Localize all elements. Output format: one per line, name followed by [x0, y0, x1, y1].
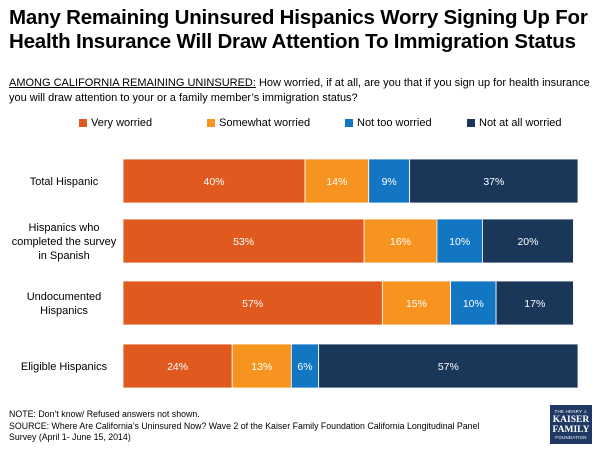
- kff-logo: THE HENRY J. KAISER FAMILY FOUNDATION: [550, 405, 592, 444]
- bar-hispanics-who-completed-the-survey-in-spanish-not-at-all-worried: [482, 218, 574, 264]
- data-label-total-hispanic-not-at-all-worried: 37%: [483, 176, 504, 188]
- category-label-undocumented-hispanics: Undocumented Hispanics: [27, 291, 102, 317]
- chart-title: Many Remaining Uninsured Hispanics Worry…: [9, 6, 588, 53]
- chart-legend: Very worried Somewhat worried Not too wo…: [0, 117, 600, 131]
- data-label-hispanics-who-completed-the-survey-in-spanish-not-too-worried: 10%: [449, 236, 470, 248]
- logo-line-2: KAISER: [552, 414, 590, 425]
- data-label-total-hispanic-not-too-worried: 9%: [382, 176, 397, 188]
- legend-swatch-very-worried: [79, 119, 87, 127]
- data-label-hispanics-who-completed-the-survey-in-spanish-not-at-all-worried: 20%: [517, 236, 538, 248]
- bar-undocumented-hispanics-very-worried: [122, 280, 383, 326]
- footer-source: SOURCE: Where Are California’s Uninsured…: [9, 420, 480, 443]
- logo-line-4: FOUNDATION: [555, 434, 587, 440]
- legend-very-worried: Very worried: [79, 117, 152, 129]
- bar-hispanics-who-completed-the-survey-in-spanish-very-worried: [122, 218, 365, 264]
- data-label-eligible-hispanics-very-worried: 24%: [167, 361, 188, 373]
- legend-not-too-worried: Not too worried: [345, 117, 432, 129]
- legend-swatch-somewhat-worried: [207, 119, 215, 127]
- bar-undocumented-hispanics-somewhat-worried: [381, 280, 452, 326]
- bar-eligible-hispanics-not-too-worried: [290, 343, 320, 389]
- bar-undocumented-hispanics-not-too-worried: [450, 280, 497, 326]
- data-label-hispanics-who-completed-the-survey-in-spanish-somewhat-worried: 16%: [390, 236, 411, 248]
- data-label-eligible-hispanics-somewhat-worried: 13%: [251, 361, 272, 373]
- legend-swatch-not-too-worried: [345, 119, 353, 127]
- bar-hispanics-who-completed-the-survey-in-spanish-somewhat-worried: [363, 218, 438, 264]
- data-label-undocumented-hispanics-not-at-all-worried: 17%: [524, 298, 545, 310]
- logo-line-1: THE HENRY J.: [554, 408, 588, 414]
- logo-line-3: FAMILY: [552, 424, 590, 435]
- category-label-total-hispanic: Total Hispanic: [30, 176, 99, 188]
- category-label-eligible-hispanics: Eligible Hispanics: [21, 361, 108, 373]
- bar-total-hispanic-very-worried: [122, 158, 306, 204]
- legend-label-not-at-all-worried: Not at all worried: [479, 117, 562, 129]
- bar-total-hispanic-somewhat-worried: [304, 158, 370, 204]
- data-label-eligible-hispanics-not-at-all-worried: 57%: [438, 361, 459, 373]
- data-label-eligible-hispanics-not-too-worried: 6%: [297, 361, 312, 373]
- data-label-hispanics-who-completed-the-survey-in-spanish-very-worried: 53%: [233, 236, 254, 248]
- legend-somewhat-worried: Somewhat worried: [207, 117, 310, 129]
- stacked-bar-chart: Total Hispanic 40% 14% 9% 37% Hispanics who co…: [12, 158, 579, 389]
- bar-total-hispanic-not-at-all-worried: [409, 158, 579, 204]
- footer-note: NOTE: Don’t know/ Refused answers not sh…: [9, 409, 200, 419]
- legend-label-very-worried: Very worried: [91, 117, 153, 129]
- bar-eligible-hispanics-very-worried: [122, 343, 233, 389]
- data-label-total-hispanic-somewhat-worried: 14%: [326, 176, 347, 188]
- data-label-undocumented-hispanics-very-worried: 57%: [242, 298, 263, 310]
- data-label-total-hispanic-very-worried: 40%: [203, 176, 224, 188]
- data-label-undocumented-hispanics-somewhat-worried: 15%: [406, 298, 427, 310]
- bar-total-hispanic-not-too-worried: [368, 158, 411, 204]
- subtitle-lead: AMONG CALIFORNIA REMAINING UNINSURED:: [9, 77, 256, 89]
- legend-label-not-too-worried: Not too worried: [357, 117, 432, 129]
- chart-footer: NOTE: Don’t know/ Refused answers not sh…: [9, 409, 509, 444]
- bar-eligible-hispanics-somewhat-worried: [231, 343, 292, 389]
- legend-swatch-not-at-all-worried: [467, 119, 475, 127]
- subtitle-question: How worried, if at all, are you that if …: [9, 77, 590, 104]
- legend-not-at-all-worried: Not at all worried: [467, 117, 562, 129]
- category-label-hispanics-who-completed-the-survey-in-spanish: Hispanics who completed the survey in Span…: [12, 222, 117, 262]
- data-label-undocumented-hispanics-not-too-worried: 10%: [463, 298, 484, 310]
- bar-undocumented-hispanics-not-at-all-worried: [495, 280, 574, 326]
- bar-eligible-hispanics-not-at-all-worried: [318, 343, 579, 389]
- legend-label-somewhat-worried: Somewhat worried: [219, 117, 311, 129]
- chart-subtitle: AMONG CALIFORNIA REMAINING UNINSURED: Ho…: [9, 76, 594, 105]
